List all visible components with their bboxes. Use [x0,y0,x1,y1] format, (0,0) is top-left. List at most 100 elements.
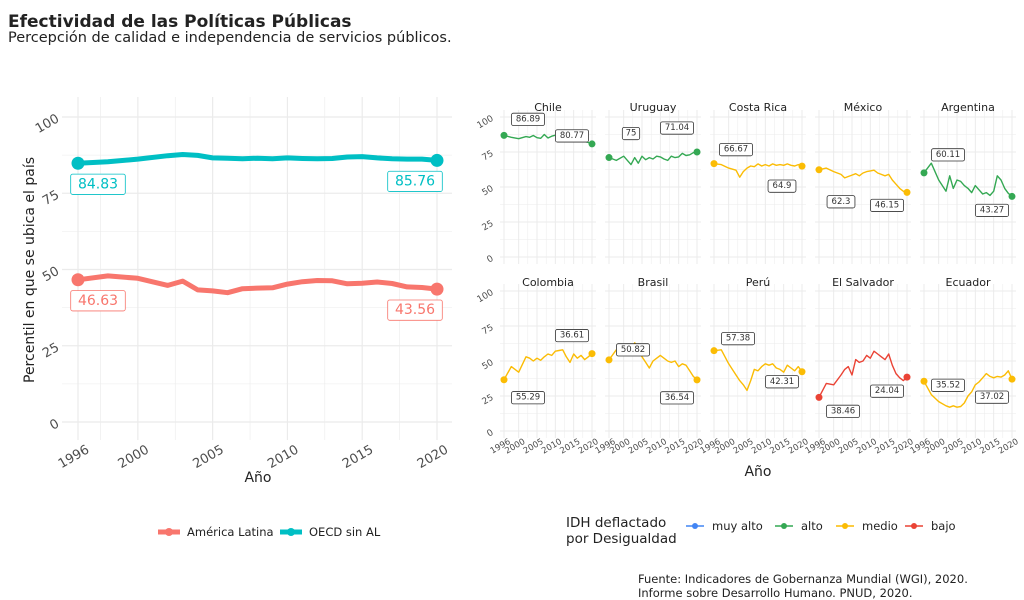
legend-label: OECD sin AL [309,525,381,539]
facet-x-tick-label: 2005 [732,437,756,456]
legend-level-point [911,523,917,529]
facet-y-tick-label: 0 [486,254,496,266]
facet-series-line [503,133,593,145]
legend-level-label: alto [801,519,823,533]
facet-first-label-box [621,126,641,141]
facet-last-label-text: 42.31 [770,377,794,387]
facet-first-label-text: 55.29 [516,393,540,403]
facet-x-tick-label: 2015 [558,437,582,456]
x-tick-label: 2015 [340,442,376,472]
facet-x-tick-label: 1996 [489,437,513,456]
facet-end-point [588,350,596,358]
series-end-point [430,153,444,167]
facet-start-point [920,169,928,177]
facet-x-tick-label: 2015 [663,437,687,456]
chart-title: Efectividad de las Políticas Públicas [8,12,352,32]
facet-start-point [500,131,508,139]
facet-last-label-box [975,390,1009,404]
facet-first-label-text: 50.82 [621,345,645,355]
facet-strip-label: Chile [534,101,562,114]
facet-strip-label: Perú [746,276,771,289]
facet-strip-label: Brasil [638,276,669,289]
facet-x-tick-label: 2005 [837,437,861,456]
y-axis-title: Percentil en que se ubica el país [22,157,38,383]
legend-key-point [165,528,173,536]
footer-line-1: Fuente: Indicadores de Gobernanza Mundia… [638,572,968,586]
start-data-label-text: 84.83 [78,176,118,192]
facet-first-label-box [826,404,860,418]
facet-x-tick-label: 1996 [804,437,828,456]
legend-level-label: bajo [931,519,956,533]
facet-first-label-box [511,391,545,405]
facet-first-label-text: 62.3 [832,197,851,207]
series-line-0 [77,273,438,296]
series-end-point [430,282,444,296]
facet-start-point [920,377,928,385]
facet-end-point [903,188,911,196]
legend-level-point [842,523,848,529]
facet-first-label-text: 60.11 [936,150,960,160]
facet-first-label-box [616,343,650,357]
facet-first-label-box [826,195,856,209]
facet-end-point [588,140,596,148]
facet-end-point [693,148,701,156]
facet-x-tick-label: 2005 [522,437,546,456]
facet-first-label-text: 57.38 [726,334,750,344]
facet-last-label-text: 37.02 [980,392,1004,402]
facet-last-label-box [765,375,799,389]
y-tick-label: 0 [47,416,62,433]
facet-x-tick-label: 2015 [873,437,897,456]
facet-last-label-box [870,384,904,398]
facet-end-point [798,162,806,170]
facet-last-label-text: 36.54 [665,393,689,403]
facet-series-line [608,342,698,381]
facet-start-point [710,347,718,355]
facet-start-point [815,393,823,401]
facet-series-line [713,163,803,178]
facet-x-tick-label: 2015 [768,437,792,456]
facet-last-label-text: 71.04 [665,123,689,133]
facet-series-line [818,167,908,194]
facet-y-tick-label: 75 [481,323,496,337]
x-tick-label: 2010 [265,442,301,472]
facet-strip-label: Costa Rica [729,101,787,114]
x-axis-title: Año [244,470,271,486]
x-tick-label: 2005 [190,442,226,472]
facet-y-tick-label: 0 [486,428,496,440]
facet-y-tick-label: 75 [481,149,496,163]
facet-last-label-text: 46.15 [875,200,899,210]
facet-first-label-box [511,112,545,126]
end-data-label-box [387,299,443,321]
legend-level-label: muy alto [712,519,763,533]
facet-start-point [500,376,508,384]
x-tick-label: 2020 [415,442,451,472]
legend-level-label: medio [862,519,898,533]
facet-end-point [798,368,806,376]
source-footer: Fuente: Indicadores de Gobernanza Mundia… [638,572,968,600]
facet-y-tick-label: 25 [481,219,496,233]
facet-x-tick-label: 2020 [787,437,811,456]
facet-start-point [815,166,823,174]
facet-end-point [903,373,911,381]
x-tick-label: 2000 [116,442,152,472]
facet-y-tick-label: 100 [476,114,496,131]
facet-strip-label: Colombia [522,276,574,289]
facet-x-tick-label: 2000 [923,437,947,456]
facet-x-tick-label: 1996 [594,437,618,456]
footer-line-2: Informe sobre Desarrollo Humano. PNUD, 2… [638,586,913,600]
facet-first-label-text: 66.67 [724,145,748,155]
facet-start-point [605,154,613,162]
facet-strip-label: Uruguay [630,101,677,114]
start-data-label-box [70,290,126,312]
facet-strip-label: Ecuador [946,276,991,289]
series-line-1 [77,152,438,166]
facet-end-point [1008,192,1016,200]
facet-strip-label: El Salvador [832,276,894,289]
facet-last-label-box [870,198,904,212]
facet-y-tick-label: 50 [481,184,496,199]
facet-x-tick-label: 2010 [540,437,564,456]
x-tick-label: 1996 [56,442,92,472]
y-tick-label: 50 [40,264,62,285]
facet-x-tick-label: 1996 [699,437,723,456]
facet-x-tick-label: 2010 [750,437,774,456]
